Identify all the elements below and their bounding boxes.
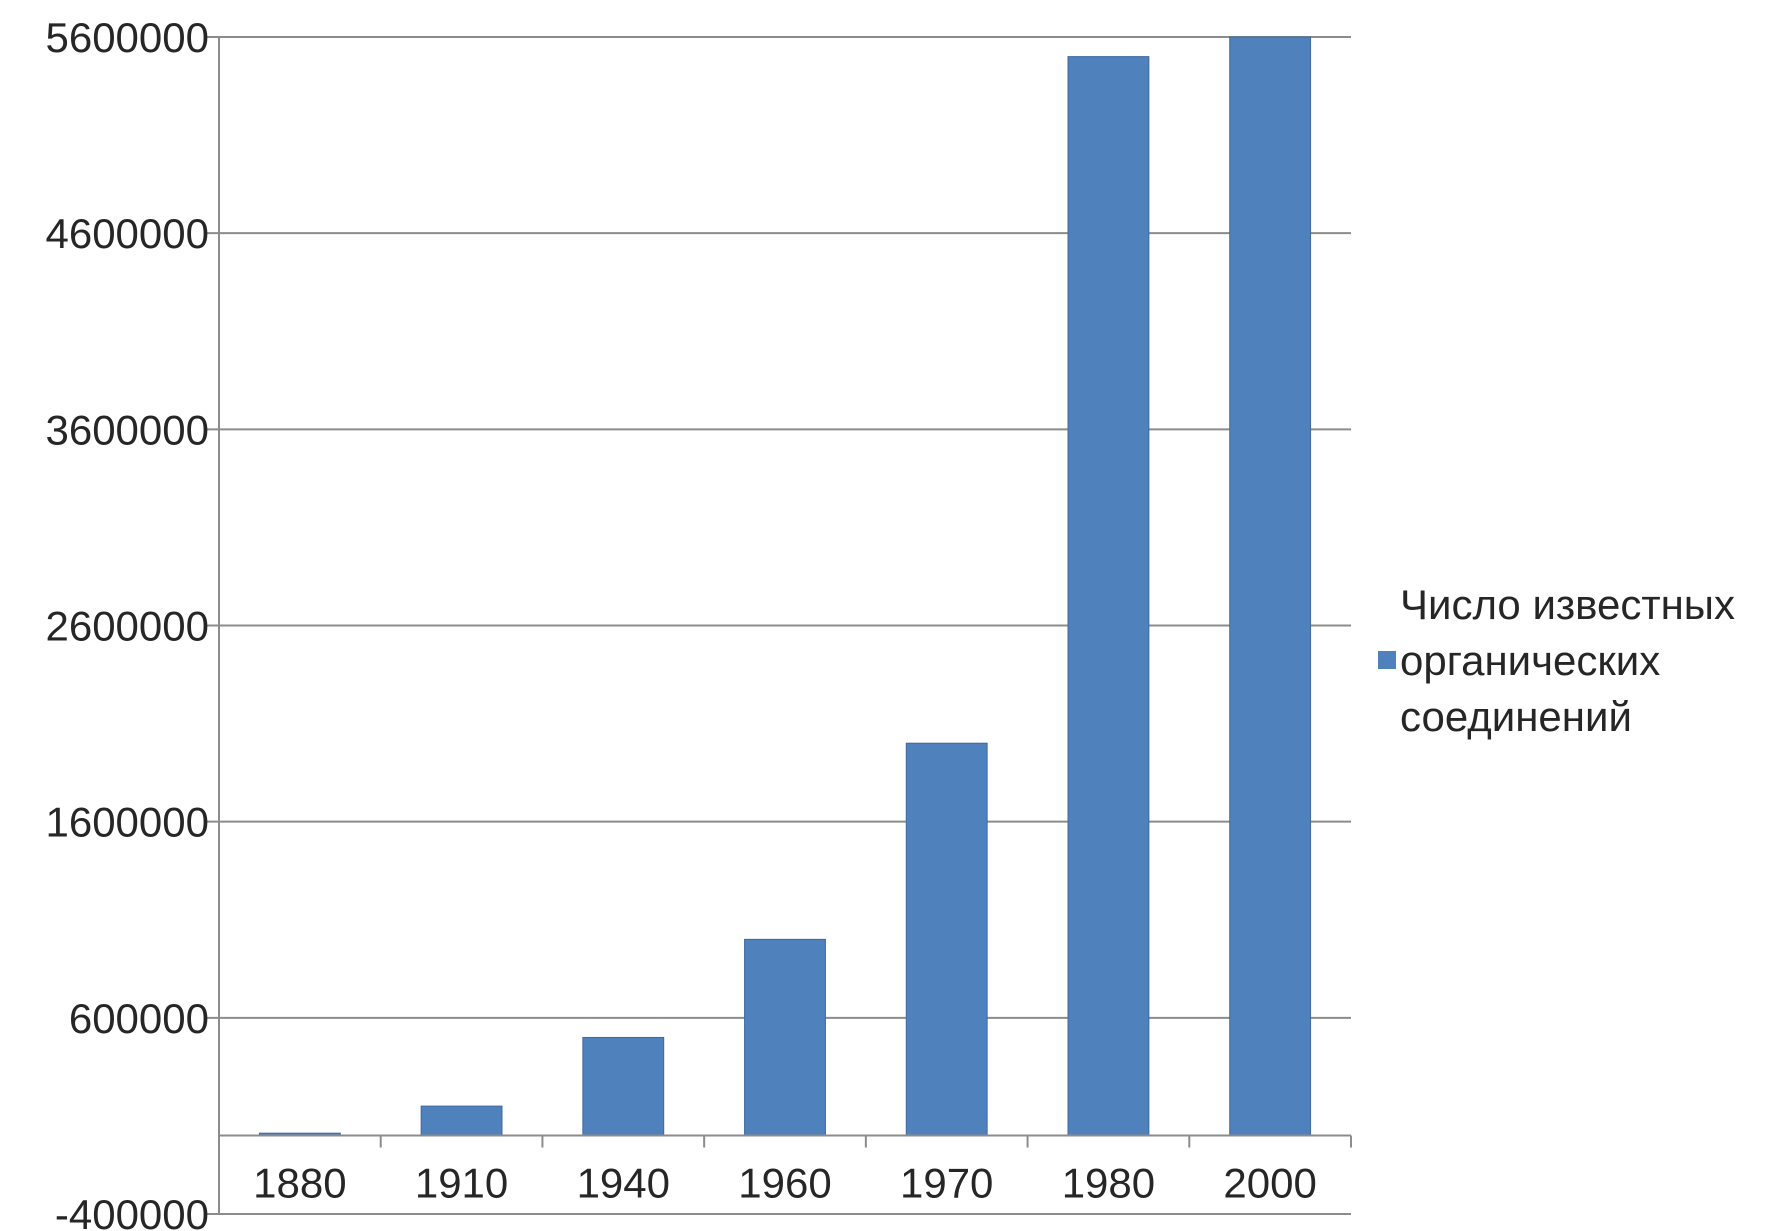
bar-1910	[420, 1105, 503, 1137]
y-axis-tick-labels: -400000 600000 1600000 2600000 3600000 460000…	[45, 14, 209, 1231]
y-tick-label: 600000	[69, 995, 209, 1042]
bar-1970	[905, 742, 988, 1137]
y-tick-label: -400000	[55, 1191, 209, 1231]
x-tick-label: 1940	[577, 1160, 670, 1207]
y-tick-label: 2600000	[45, 603, 209, 650]
bar-1980	[1067, 56, 1150, 1137]
x-tick-label: 1910	[415, 1160, 508, 1207]
y-tick-label: 3600000	[45, 406, 209, 453]
x-tick-label: 1960	[738, 1160, 831, 1207]
bars	[258, 36, 1312, 1137]
y-tick-label: 1600000	[45, 799, 209, 846]
x-tick-label: 2000	[1223, 1160, 1316, 1207]
legend-swatch	[1378, 651, 1396, 669]
legend: Число известных органических соединений	[1378, 581, 1735, 740]
legend-line-2: органических	[1400, 637, 1660, 684]
bar-1960	[744, 938, 826, 1137]
bar-2000	[1229, 36, 1312, 1137]
x-tick-label: 1880	[253, 1160, 346, 1207]
x-tick-label: 1970	[900, 1160, 993, 1207]
axes	[218, 37, 1352, 1214]
x-axis-tick-labels: 1880 1910 1940 1960 1970 1980 2000	[253, 1160, 1317, 1207]
legend-line-1: Число известных	[1400, 581, 1735, 628]
bar-1940	[582, 1036, 665, 1137]
y-tick-label: 4600000	[45, 210, 209, 257]
gridlines	[206, 36, 1351, 1215]
legend-line-3: соединений	[1400, 693, 1632, 740]
y-tick-label: 5600000	[45, 14, 209, 61]
x-tick-label: 1980	[1062, 1160, 1155, 1207]
